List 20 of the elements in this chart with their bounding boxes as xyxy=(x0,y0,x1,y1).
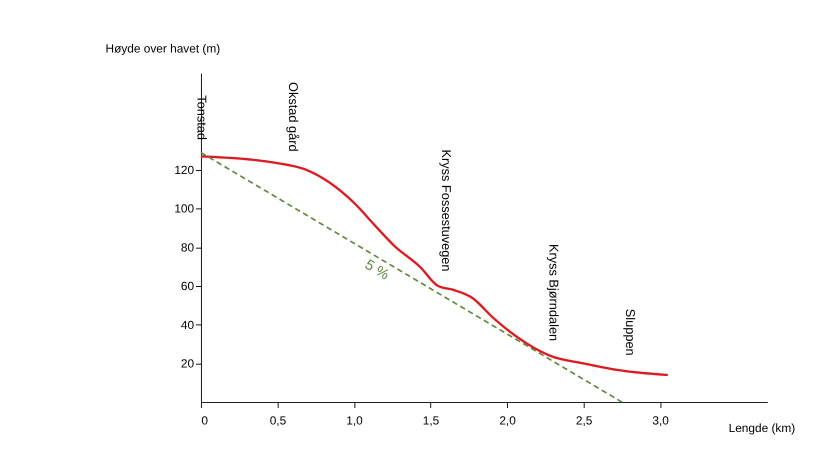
y-tick-label: 60 xyxy=(180,279,195,294)
x-tick-label: 0 xyxy=(201,413,208,428)
x-tick-label: 3,0 xyxy=(652,413,670,428)
y-tick-label: 40 xyxy=(180,318,195,332)
x-tick-label: 2,5 xyxy=(576,413,593,428)
y-tick-label: 20 xyxy=(180,356,195,371)
y-tick-label: 100 xyxy=(174,202,195,216)
y-axis-title: Høyde over havet (m) xyxy=(106,42,220,56)
x-tick-label: 1,5 xyxy=(422,413,440,428)
annotation: Sluppen xyxy=(622,308,638,356)
x-tick-label: 0,5 xyxy=(270,413,287,428)
x-tick-label: 2,0 xyxy=(499,413,516,428)
annotation: Kryss Fossestuvegen xyxy=(439,149,454,272)
y-tick-label: 120 xyxy=(174,163,195,178)
x-axis-title: Lengde (km) xyxy=(728,420,796,435)
annotation: Okstad gård xyxy=(286,82,302,152)
annotation: Kryss Bjørndalen xyxy=(546,244,562,342)
x-tick-label: 1,0 xyxy=(346,413,364,428)
y-tick-label: 80 xyxy=(180,240,195,254)
annotation: 5 % xyxy=(362,256,392,284)
